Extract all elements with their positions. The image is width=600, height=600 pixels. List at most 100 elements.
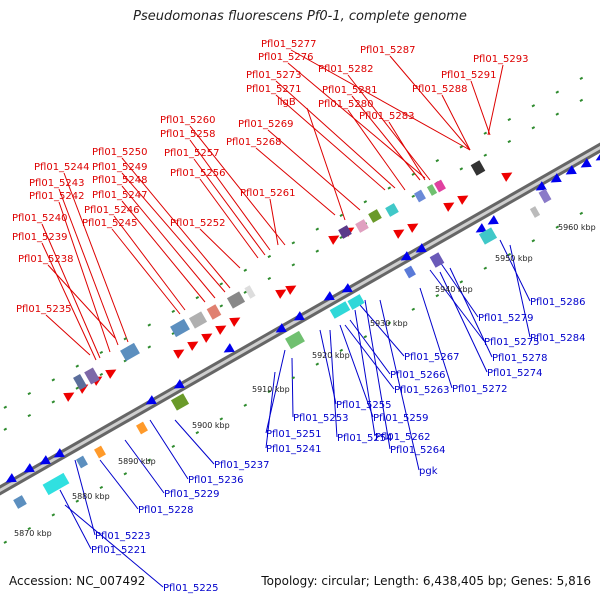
forward-gene-arrow[interactable] — [201, 333, 213, 343]
gene-label-pfl01-5293[interactable]: Pfl01_5293 — [473, 54, 529, 65]
gene-label-pfl01-5286[interactable]: Pfl01_5286 — [530, 297, 586, 308]
gene-label-pfl01-5258[interactable]: Pfl01_5258 — [160, 129, 216, 140]
reverse-gene-arrow[interactable] — [415, 243, 427, 253]
gene-label-pfl01-5260[interactable]: Pfl01_5260 — [160, 115, 216, 126]
gene-label-pfl01-5273[interactable]: Pfl01_5273 — [246, 70, 302, 81]
gene-block[interactable] — [226, 291, 246, 309]
reverse-gene-arrow[interactable] — [293, 311, 305, 321]
gene-label-pfl01-5291[interactable]: Pfl01_5291 — [441, 70, 497, 81]
reverse-gene-arrow[interactable] — [275, 323, 287, 333]
gene-block[interactable] — [338, 225, 352, 239]
gene-label-pfl01-5240[interactable]: Pfl01_5240 — [12, 213, 68, 224]
gene-label-pfl01-5277[interactable]: Pfl01_5277 — [261, 39, 317, 50]
gene-block[interactable] — [426, 184, 438, 196]
reverse-gene-arrow[interactable] — [487, 215, 499, 225]
gene-label-pfl01-5284[interactable]: Pfl01_5284 — [530, 333, 586, 344]
gene-block[interactable] — [188, 311, 208, 329]
gene-label-pfl01-5259[interactable]: Pfl01_5259 — [373, 413, 429, 424]
gene-label-pfl01-5229[interactable]: Pfl01_5229 — [164, 489, 220, 500]
gene-label-pfl01-5250[interactable]: Pfl01_5250 — [92, 147, 148, 158]
gene-label-pfl01-5288[interactable]: Pfl01_5288 — [412, 84, 468, 95]
reverse-gene-arrow[interactable] — [580, 158, 592, 168]
gene-label-pfl01-5253[interactable]: Pfl01_5253 — [293, 413, 349, 424]
gene-label-pfl01-5267[interactable]: Pfl01_5267 — [404, 352, 460, 363]
gene-label-pfl01-5283[interactable]: Pfl01_5283 — [359, 111, 415, 122]
gene-label-pfl01-5268[interactable]: Pfl01_5268 — [226, 137, 282, 148]
gene-label-pfl01-5274[interactable]: Pfl01_5274 — [487, 368, 543, 379]
gene-label-pgk[interactable]: pgk — [419, 466, 438, 477]
gene-label-pfl01-5281[interactable]: Pfl01_5281 — [322, 85, 378, 96]
gene-label-pfl01-5251[interactable]: Pfl01_5251 — [266, 429, 322, 440]
reverse-gene-arrow[interactable] — [341, 283, 353, 293]
forward-gene-arrow[interactable] — [328, 235, 340, 245]
forward-gene-arrow[interactable] — [215, 325, 227, 335]
gene-label-pfl01-5243[interactable]: Pfl01_5243 — [29, 178, 85, 189]
gene-label-pfl01-5287[interactable]: Pfl01_5287 — [360, 45, 416, 56]
gene-block[interactable] — [347, 294, 365, 310]
gene-block[interactable] — [73, 373, 87, 391]
forward-gene-arrow[interactable] — [173, 349, 185, 359]
reverse-gene-arrow[interactable] — [145, 395, 157, 405]
gene-label-ligb[interactable]: ligB — [277, 97, 296, 108]
gene-label-pfl01-5276[interactable]: Pfl01_5276 — [258, 52, 314, 63]
gene-block[interactable] — [84, 367, 100, 385]
gene-label-pfl01-5280[interactable]: Pfl01_5280 — [318, 99, 374, 110]
gene-label-pfl01-5257[interactable]: Pfl01_5257 — [164, 148, 220, 159]
gene-label-pfl01-5255[interactable]: Pfl01_5255 — [336, 400, 392, 411]
gene-label-pfl01-5249[interactable]: Pfl01_5249 — [92, 162, 148, 173]
gene-block[interactable] — [385, 203, 399, 217]
gene-label-pfl01-5238[interactable]: Pfl01_5238 — [18, 254, 74, 265]
gene-label-pfl01-5246[interactable]: Pfl01_5246 — [84, 205, 140, 216]
gene-block[interactable] — [170, 393, 190, 411]
forward-gene-arrow[interactable] — [275, 289, 287, 299]
gene-label-pfl01-5235[interactable]: Pfl01_5235 — [16, 304, 72, 315]
gene-block[interactable] — [538, 188, 552, 204]
gene-label-pfl01-5263[interactable]: Pfl01_5263 — [394, 385, 450, 396]
gene-label-pfl01-5242[interactable]: Pfl01_5242 — [29, 191, 85, 202]
gene-block[interactable] — [13, 495, 27, 509]
gene-label-pfl01-5275[interactable]: Pfl01_5275 — [484, 337, 540, 348]
reverse-gene-arrow[interactable] — [535, 181, 547, 191]
gene-block[interactable] — [414, 189, 426, 203]
gene-block[interactable] — [429, 252, 445, 268]
gene-block[interactable] — [529, 206, 541, 218]
reverse-gene-arrow[interactable] — [475, 223, 487, 233]
gene-label-pfl01-5244[interactable]: Pfl01_5244 — [34, 162, 90, 173]
gene-label-pfl01-5248[interactable]: Pfl01_5248 — [92, 175, 148, 186]
forward-gene-arrow[interactable] — [105, 369, 117, 379]
reverse-gene-arrow[interactable] — [550, 173, 562, 183]
gene-label-pfl01-5269[interactable]: Pfl01_5269 — [238, 119, 294, 130]
gene-label-pfl01-5264[interactable]: Pfl01_5264 — [390, 445, 446, 456]
forward-gene-arrow[interactable] — [285, 285, 297, 295]
gene-block[interactable] — [478, 227, 498, 245]
gene-label-pfl01-5236[interactable]: Pfl01_5236 — [188, 475, 244, 486]
reverse-gene-arrow[interactable] — [595, 151, 600, 161]
gene-block[interactable] — [470, 160, 486, 176]
reverse-gene-arrow[interactable] — [39, 455, 51, 465]
forward-gene-arrow[interactable] — [229, 317, 241, 327]
forward-gene-arrow[interactable] — [501, 172, 513, 182]
forward-gene-arrow[interactable] — [187, 341, 199, 351]
reverse-gene-arrow[interactable] — [565, 165, 577, 175]
gene-label-pfl01-5247[interactable]: Pfl01_5247 — [92, 190, 148, 201]
gene-label-pfl01-5225[interactable]: Pfl01_5225 — [163, 583, 219, 594]
gene-label-pfl01-5272[interactable]: Pfl01_5272 — [452, 384, 508, 395]
gene-label-pfl01-5278[interactable]: Pfl01_5278 — [492, 353, 548, 364]
gene-block[interactable] — [120, 342, 140, 362]
gene-block[interactable] — [329, 301, 351, 319]
gene-block[interactable] — [355, 219, 369, 233]
gene-block[interactable] — [206, 304, 222, 320]
forward-gene-arrow[interactable] — [443, 202, 455, 212]
gene-label-pfl01-5282[interactable]: Pfl01_5282 — [318, 64, 374, 75]
gene-label-pfl01-5228[interactable]: Pfl01_5228 — [138, 505, 194, 516]
reverse-gene-arrow[interactable] — [400, 251, 412, 261]
gene-label-pfl01-5245[interactable]: Pfl01_5245 — [82, 218, 138, 229]
gene-label-pfl01-5261[interactable]: Pfl01_5261 — [240, 188, 296, 199]
reverse-gene-arrow[interactable] — [173, 379, 185, 389]
gene-block[interactable] — [42, 472, 70, 496]
gene-block[interactable] — [136, 421, 148, 435]
gene-label-pfl01-5271[interactable]: Pfl01_5271 — [246, 84, 302, 95]
gene-label-pfl01-5279[interactable]: Pfl01_5279 — [478, 313, 534, 324]
gene-label-pfl01-5223[interactable]: Pfl01_5223 — [95, 531, 151, 542]
forward-gene-arrow[interactable] — [393, 229, 405, 239]
